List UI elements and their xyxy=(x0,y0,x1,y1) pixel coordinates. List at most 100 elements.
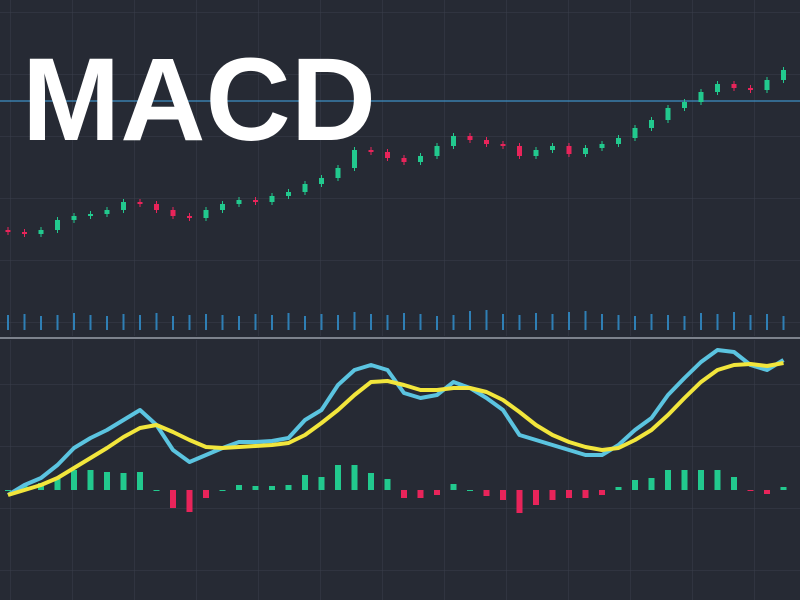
histogram-bar xyxy=(549,490,556,500)
volume-bar xyxy=(683,316,686,330)
histogram-bar xyxy=(417,490,424,498)
histogram-bar xyxy=(252,486,259,490)
candle-body xyxy=(649,120,654,128)
volume-bar xyxy=(56,315,59,330)
histogram-bar xyxy=(236,485,242,490)
candle-body xyxy=(368,150,374,152)
candle-body xyxy=(731,84,737,88)
volume-bar xyxy=(601,314,603,330)
histogram-bar xyxy=(434,490,440,495)
volume-bar xyxy=(782,316,785,330)
histogram-bar xyxy=(104,472,110,490)
volume-bar xyxy=(502,314,504,330)
histogram-bar xyxy=(681,470,688,490)
candle-body xyxy=(203,210,209,218)
volume-bar xyxy=(73,313,75,330)
volume-bar xyxy=(386,315,389,330)
candle-body xyxy=(220,204,225,210)
histogram-bar xyxy=(648,478,655,490)
candle-body xyxy=(517,146,522,156)
volume-bar xyxy=(188,315,191,330)
histogram-bar xyxy=(483,490,490,496)
histogram-bar xyxy=(153,490,160,491)
volume-bar xyxy=(617,315,620,330)
histogram-bar xyxy=(615,487,622,490)
volume-bar xyxy=(535,313,537,330)
histogram-bar xyxy=(137,472,143,490)
histogram-bar xyxy=(54,477,61,490)
candle-body xyxy=(698,92,704,102)
candle-body xyxy=(319,178,324,184)
candle-body xyxy=(22,232,27,234)
volume-bar xyxy=(584,311,587,330)
candle-body xyxy=(137,202,143,204)
volume-bar xyxy=(452,315,455,330)
volume-bar xyxy=(650,314,653,330)
candle-body xyxy=(170,210,176,216)
volume-bar xyxy=(370,314,372,330)
candle-body xyxy=(533,150,539,156)
volume-bar xyxy=(733,312,735,330)
candle-body xyxy=(38,230,44,234)
candle-body xyxy=(104,210,110,214)
candle-body xyxy=(748,88,753,90)
candle-body xyxy=(236,200,242,204)
candle-body xyxy=(286,192,291,196)
volume-bar xyxy=(155,313,158,330)
histogram-bar xyxy=(401,490,407,498)
histogram-bar xyxy=(516,490,523,513)
histogram-bar xyxy=(318,477,325,490)
grid xyxy=(0,292,800,336)
volume-bar xyxy=(221,315,224,330)
candle-body xyxy=(302,184,308,192)
candle-body xyxy=(187,216,192,218)
grid xyxy=(0,0,800,292)
volume-bar xyxy=(568,312,570,330)
candle-body xyxy=(781,70,786,80)
histogram-bar xyxy=(21,485,28,490)
histogram-bar xyxy=(285,485,292,490)
candle-body xyxy=(467,136,473,140)
histogram-bar xyxy=(203,490,209,498)
grid xyxy=(0,340,800,600)
histogram-bar xyxy=(5,490,11,491)
candle-body xyxy=(352,150,357,168)
volume-bar xyxy=(716,314,719,330)
histogram-bar xyxy=(384,479,391,490)
volume-bar xyxy=(353,312,356,330)
volume-bar xyxy=(106,316,108,330)
candle-body xyxy=(5,230,11,232)
volume-bar xyxy=(700,313,702,330)
candle-body xyxy=(764,80,770,90)
volume-bar xyxy=(172,316,174,330)
histogram-bar xyxy=(731,477,737,490)
volume-bar xyxy=(551,314,554,330)
volume-bar xyxy=(287,313,290,330)
histogram-bar xyxy=(351,465,358,490)
histogram-bar xyxy=(780,487,787,490)
volume-bar xyxy=(667,315,669,330)
histogram-bar xyxy=(566,490,572,498)
histogram-bar xyxy=(219,490,226,491)
histogram-bar xyxy=(467,490,473,491)
histogram-bar xyxy=(698,470,704,490)
candle-body xyxy=(55,220,60,230)
candle-body xyxy=(665,108,671,120)
histogram-bar xyxy=(302,475,308,490)
volume-bar xyxy=(89,315,92,330)
candle-body xyxy=(682,102,687,108)
candle-body xyxy=(583,148,588,154)
histogram-bar xyxy=(632,480,638,490)
candle-body xyxy=(434,146,440,156)
candle-body xyxy=(71,216,77,220)
candle-body xyxy=(550,146,555,150)
candle-body xyxy=(566,146,572,154)
volume-bar xyxy=(40,316,42,330)
volume-bar xyxy=(254,314,257,330)
histogram-bar xyxy=(599,490,605,495)
volume-bar xyxy=(749,315,752,330)
volume-bar xyxy=(419,314,422,330)
volume-bar xyxy=(337,315,339,330)
